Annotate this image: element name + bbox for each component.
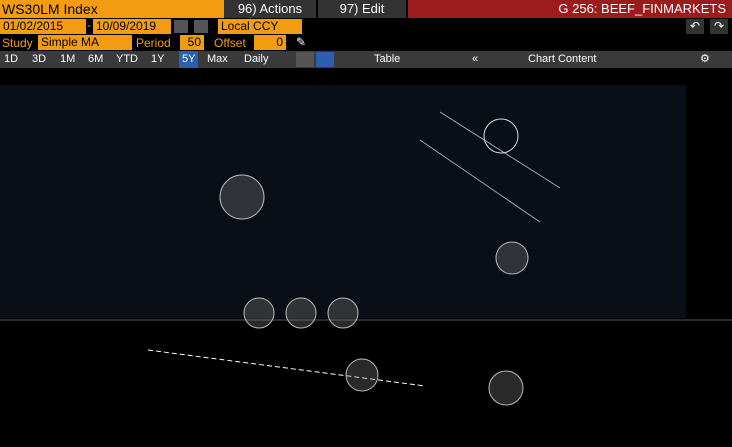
highlight-circle (495, 241, 529, 275)
study-row: Study Simple MA Period 50 Offset 0 ✎ (0, 35, 732, 51)
calendar-icon[interactable] (174, 20, 188, 33)
trend-line (147, 349, 426, 387)
redo-button[interactable]: ↷ (710, 19, 728, 34)
settings-icon[interactable]: ⚙ (700, 53, 710, 65)
offset-label: Offset (214, 36, 246, 50)
trend-line (439, 111, 561, 189)
currency[interactable]: Local CCY (218, 19, 302, 34)
trend-line (419, 139, 541, 223)
price-panel (0, 85, 686, 318)
chart-content-button[interactable]: Chart Content (528, 53, 597, 65)
candle-tool[interactable] (316, 52, 334, 67)
range-button[interactable]: YTD (116, 53, 138, 65)
study[interactable]: Simple MA (38, 35, 132, 50)
pen-icon[interactable]: ✎ (296, 35, 307, 49)
offset[interactable]: 0 (254, 35, 286, 50)
highlight-circle (345, 358, 379, 392)
highlight-circle (285, 297, 317, 329)
highlight-circle (488, 370, 524, 406)
title-bar: WS30LM Index 96) Actions 97) Edit G 256:… (0, 0, 732, 18)
ticker: WS30LM Index (0, 0, 224, 18)
end-date[interactable]: 10/09/2019 (93, 19, 171, 34)
highlight-circle (483, 118, 519, 154)
frequency[interactable]: Daily (244, 53, 269, 65)
range-button[interactable]: Max (207, 53, 228, 65)
toolbar: 1D 3D 1M 6M YTD 1Y 5Y Max Daily Table « Chart C… (0, 51, 732, 68)
undo-button[interactable]: ↶ (686, 19, 704, 34)
actions-button[interactable]: 96) Actions (224, 0, 316, 18)
date-row: 01/02/2015 - 10/09/2019 Local CCY ↶ ↷ (0, 18, 732, 35)
collapse-icon[interactable]: « (472, 53, 479, 65)
period-label: Period (136, 36, 171, 50)
calendar-icon[interactable] (194, 20, 208, 33)
page-code: G 256: BEEF_FINMARKETS (408, 0, 732, 18)
start-date[interactable]: 01/02/2015 (0, 19, 86, 34)
range-button[interactable]: 1D (4, 53, 19, 65)
highlight-circle (327, 297, 359, 329)
highlight-circle (219, 174, 265, 220)
annotations (147, 111, 561, 406)
range-button[interactable]: 3D (32, 53, 47, 65)
highlight-circle (243, 297, 275, 329)
range-button[interactable]: 6M (88, 53, 104, 65)
range-button[interactable]: 1Y (151, 53, 165, 65)
line-tool[interactable] (296, 52, 314, 67)
chart (0, 68, 732, 447)
range-button[interactable]: 5Y (179, 51, 199, 68)
study-label: Study (2, 36, 33, 50)
edit-button[interactable]: 97) Edit (318, 0, 406, 18)
table-button[interactable]: Table (374, 53, 401, 65)
period[interactable]: 50 (180, 35, 204, 50)
range-button[interactable]: 1M (60, 53, 76, 65)
